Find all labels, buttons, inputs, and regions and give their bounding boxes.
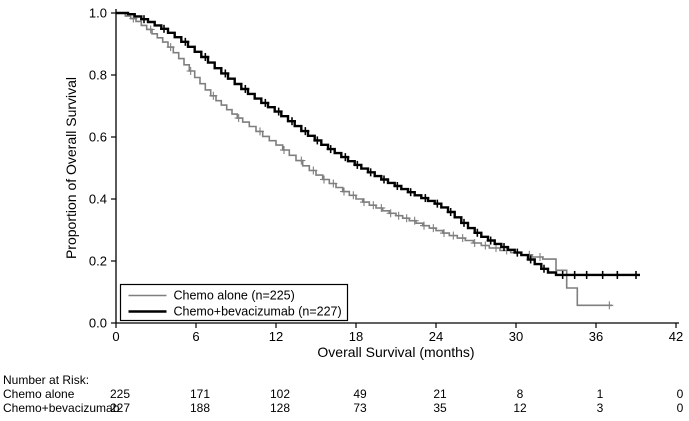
- y-tick-label: 0.8: [89, 68, 107, 83]
- risk-count: 227: [109, 401, 131, 415]
- x-tick-label: 42: [669, 329, 683, 344]
- y-tick-label: 0.0: [89, 316, 107, 331]
- risk-count: 21: [433, 387, 447, 401]
- y-axis-title: Proportion of Overall Survival: [63, 76, 79, 260]
- risk-table-header: Number at Risk:: [3, 373, 90, 387]
- risk-count: 73: [353, 401, 367, 415]
- x-tick-label: 6: [192, 329, 199, 344]
- legend-label-chemo-bevacizumab-n-227: Chemo+bevacizumab (n=227): [174, 305, 342, 319]
- risk-count: 49: [353, 387, 367, 401]
- risk-count: 35: [433, 401, 447, 415]
- y-tick-label: 1.0: [89, 6, 107, 21]
- x-tick-label: 36: [589, 329, 603, 344]
- risk-count: 188: [189, 401, 211, 415]
- y-tick-label: 0.4: [89, 192, 107, 207]
- risk-count: 1: [596, 387, 604, 401]
- censor-marks-chemo-alone-n-225: [129, 14, 614, 310]
- risk-count: 0: [676, 387, 684, 401]
- risk-row-label-chemo-bevacizumab: Chemo+bevacizumab: [3, 401, 120, 415]
- x-tick-label: 30: [509, 329, 523, 344]
- risk-count: 3: [596, 401, 604, 415]
- risk-count: 0: [676, 401, 684, 415]
- series-line-chemo-alone-n-225: [116, 12, 612, 307]
- risk-count: 102: [269, 387, 291, 401]
- risk-row-label-chemo-alone: Chemo alone: [3, 387, 75, 401]
- x-axis-title: Overall Survival (months): [317, 344, 475, 360]
- y-tick-label: 0.2: [89, 254, 107, 269]
- series-line-chemo-bevacizumab-n-227: [116, 11, 640, 277]
- x-tick-label: 18: [349, 329, 363, 344]
- legend-label-chemo-alone-n-225: Chemo alone (n=225): [174, 289, 295, 303]
- x-tick-label: 24: [429, 329, 443, 344]
- x-tick-label: 12: [269, 329, 283, 344]
- y-tick-label: 0.6: [89, 130, 107, 145]
- legend: Chemo alone (n=225) Chemo+bevacizumab (n=…: [119, 283, 349, 322]
- risk-count: 171: [189, 387, 211, 401]
- risk-count: 225: [109, 387, 131, 401]
- legend-box: [119, 283, 349, 322]
- risk-count: 128: [269, 401, 291, 415]
- risk-count: 8: [516, 387, 524, 401]
- x-tick-label: 0: [112, 329, 119, 344]
- censor-marks-chemo-bevacizumab-n-227: [140, 15, 640, 279]
- risk-count: 12: [513, 401, 527, 415]
